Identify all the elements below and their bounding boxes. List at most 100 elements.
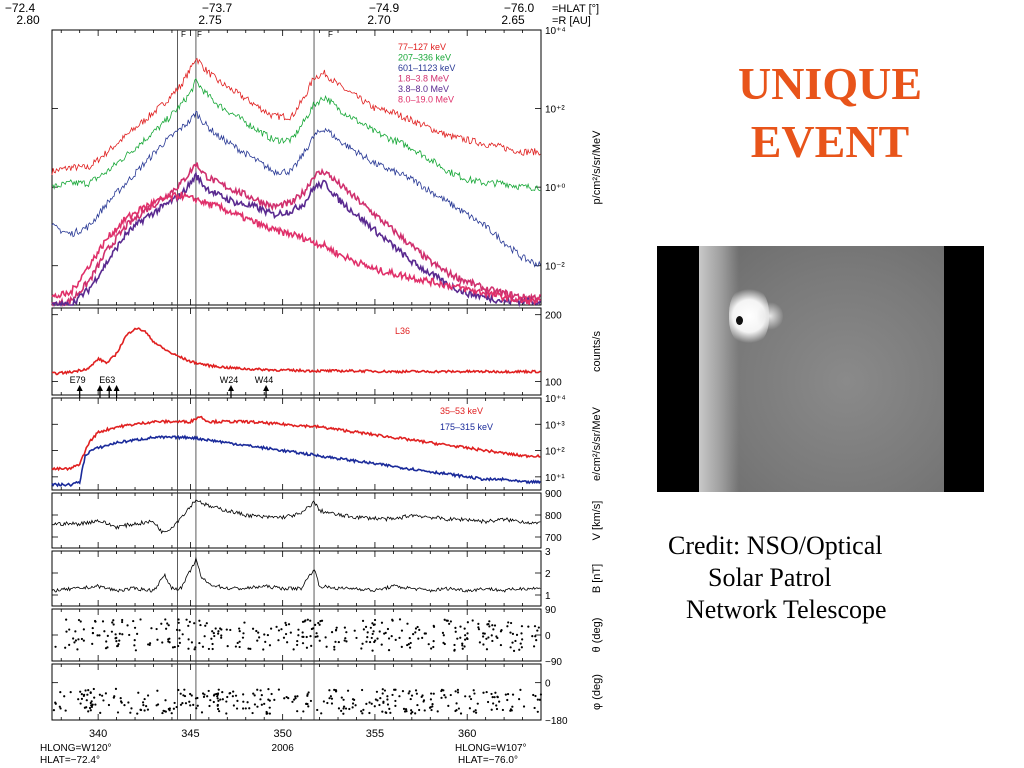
y-tick-label: 10⁺⁴ xyxy=(545,26,566,37)
y-axis-label: φ (deg) xyxy=(591,674,603,710)
direction-point xyxy=(459,625,462,628)
direction-point xyxy=(373,705,376,708)
direction-point xyxy=(221,698,224,701)
direction-point xyxy=(133,626,137,629)
direction-point xyxy=(167,624,170,627)
direction-point xyxy=(286,641,289,644)
y-tick-label: −90 xyxy=(545,657,562,668)
direction-point xyxy=(190,694,193,697)
direction-point xyxy=(492,702,495,705)
direction-point xyxy=(353,629,356,632)
direction-point xyxy=(232,690,235,693)
direction-point xyxy=(89,691,92,694)
direction-point xyxy=(217,630,220,633)
direction-point xyxy=(464,634,467,637)
direction-point xyxy=(514,639,517,643)
direction-point xyxy=(58,705,61,708)
direction-point xyxy=(379,697,382,700)
direction-point xyxy=(362,628,365,631)
direction-point xyxy=(443,694,446,697)
event-label: E63 xyxy=(99,375,115,385)
direction-point xyxy=(468,695,471,698)
direction-point xyxy=(268,706,271,709)
y-tick-label: 10⁺² xyxy=(545,105,565,116)
series-line xyxy=(51,434,541,488)
direction-point xyxy=(442,689,445,692)
panel-frame xyxy=(51,663,542,721)
direction-point xyxy=(207,689,210,693)
multi-panel-chart: −72.42.80 −73.72.75 −74.92.70 −76.02.65 =HLA… xyxy=(5,1,603,766)
direction-point xyxy=(518,648,521,651)
direction-point xyxy=(94,620,97,623)
direction-point xyxy=(380,643,383,646)
direction-point xyxy=(472,710,475,713)
direction-point xyxy=(335,689,338,693)
direction-point xyxy=(103,630,106,633)
direction-point xyxy=(194,646,197,649)
direction-point xyxy=(536,710,539,713)
direction-point xyxy=(384,711,387,714)
y-tick-label: 10⁺¹ xyxy=(545,473,565,484)
series-line xyxy=(51,327,541,376)
y-tick-label: −180 xyxy=(545,716,568,727)
direction-point xyxy=(459,712,463,715)
direction-point xyxy=(474,711,478,714)
direction-point xyxy=(472,689,475,692)
y-tick-label: 100 xyxy=(545,378,562,389)
direction-point xyxy=(454,690,457,693)
direction-point xyxy=(192,703,195,706)
direction-point xyxy=(64,646,67,649)
direction-point xyxy=(129,711,132,714)
direction-point xyxy=(121,633,124,636)
direction-point xyxy=(216,697,219,700)
direction-point xyxy=(171,646,175,649)
direction-point xyxy=(318,623,321,626)
hlat-tick-label: −73.7 xyxy=(202,1,233,15)
direction-point xyxy=(301,620,305,623)
direction-point xyxy=(333,688,336,691)
direction-point xyxy=(93,696,96,699)
direction-point xyxy=(64,709,67,712)
event-arrowhead xyxy=(76,385,83,391)
direction-point xyxy=(380,621,384,624)
direction-point xyxy=(118,639,121,642)
direction-point xyxy=(263,702,266,705)
flare-marker: F xyxy=(181,30,186,39)
direction-point xyxy=(461,647,464,650)
direction-point xyxy=(509,708,512,711)
direction-point xyxy=(236,699,239,702)
direction-point xyxy=(461,644,464,647)
direction-point xyxy=(372,630,375,633)
direction-point xyxy=(310,644,313,647)
direction-point xyxy=(532,693,535,697)
direction-point xyxy=(376,699,379,702)
direction-point xyxy=(306,694,309,697)
direction-point xyxy=(85,699,88,702)
direction-point xyxy=(506,698,509,702)
direction-point xyxy=(371,632,374,636)
direction-point xyxy=(306,618,309,621)
direction-point xyxy=(478,641,481,644)
direction-point xyxy=(82,639,85,642)
direction-point xyxy=(511,632,515,635)
direction-point xyxy=(491,624,494,627)
r-tick-label: 2.75 xyxy=(198,13,222,27)
direction-point xyxy=(344,637,347,640)
solar-image xyxy=(657,246,984,492)
direction-point xyxy=(337,707,341,710)
direction-point xyxy=(200,711,204,714)
legend-entry: 35–53 keV xyxy=(440,406,483,416)
hlong-left-label: HLONG=W120° xyxy=(40,743,112,754)
direction-point xyxy=(314,635,317,638)
direction-point xyxy=(193,648,196,651)
direction-point xyxy=(198,641,201,645)
direction-point xyxy=(161,711,164,715)
direction-point xyxy=(430,708,433,712)
direction-point xyxy=(409,641,412,645)
direction-point xyxy=(499,643,503,647)
series-line xyxy=(52,499,541,535)
direction-point xyxy=(482,635,485,638)
panel-frame xyxy=(51,608,542,662)
y-tick-label: 2 xyxy=(545,569,551,580)
direction-point xyxy=(360,710,363,713)
